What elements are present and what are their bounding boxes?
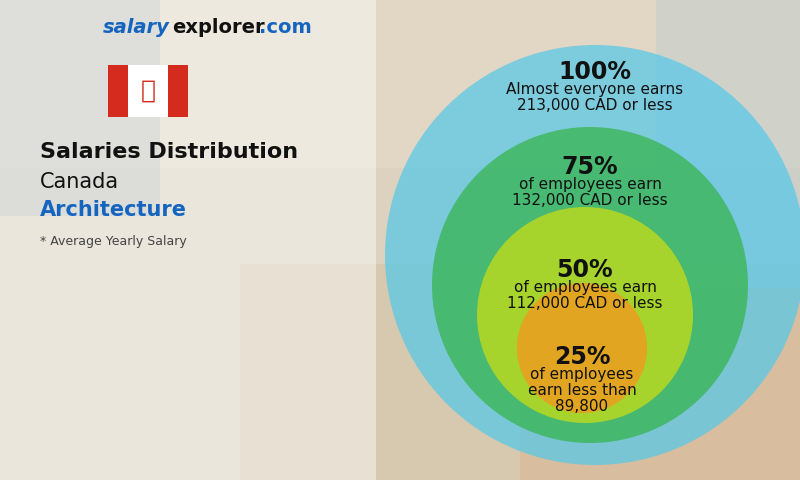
Ellipse shape — [385, 45, 800, 465]
Text: Canada: Canada — [40, 172, 119, 192]
Text: 25%: 25% — [554, 345, 610, 369]
Bar — [240, 264, 800, 480]
Text: Salaries Distribution: Salaries Distribution — [40, 142, 298, 162]
Text: 🍁: 🍁 — [141, 79, 155, 103]
Bar — [0, 0, 376, 480]
Text: .com: .com — [259, 18, 312, 37]
Text: of employees: of employees — [530, 367, 634, 382]
Text: 112,000 CAD or less: 112,000 CAD or less — [507, 296, 662, 311]
Text: of employees earn: of employees earn — [514, 280, 657, 295]
Text: 100%: 100% — [558, 60, 631, 84]
Bar — [0, 0, 800, 168]
Bar — [0, 0, 160, 216]
Bar — [168, 65, 188, 117]
Bar — [108, 65, 188, 117]
Text: 132,000 CAD or less: 132,000 CAD or less — [512, 193, 668, 208]
Ellipse shape — [432, 127, 748, 443]
Text: 50%: 50% — [557, 258, 614, 282]
Text: salary: salary — [103, 18, 170, 37]
Text: of employees earn: of employees earn — [518, 177, 662, 192]
Text: 89,800: 89,800 — [555, 399, 609, 414]
Text: Almost everyone earns: Almost everyone earns — [506, 82, 683, 97]
Ellipse shape — [517, 283, 647, 413]
Text: earn less than: earn less than — [528, 383, 636, 398]
Bar — [108, 65, 128, 117]
Text: 213,000 CAD or less: 213,000 CAD or less — [517, 98, 673, 113]
Text: explorer: explorer — [172, 18, 265, 37]
Bar — [520, 288, 800, 480]
Ellipse shape — [477, 207, 693, 423]
Bar — [656, 0, 800, 288]
Text: * Average Yearly Salary: * Average Yearly Salary — [40, 235, 186, 248]
Text: Architecture: Architecture — [40, 200, 187, 220]
Text: 75%: 75% — [562, 155, 618, 179]
